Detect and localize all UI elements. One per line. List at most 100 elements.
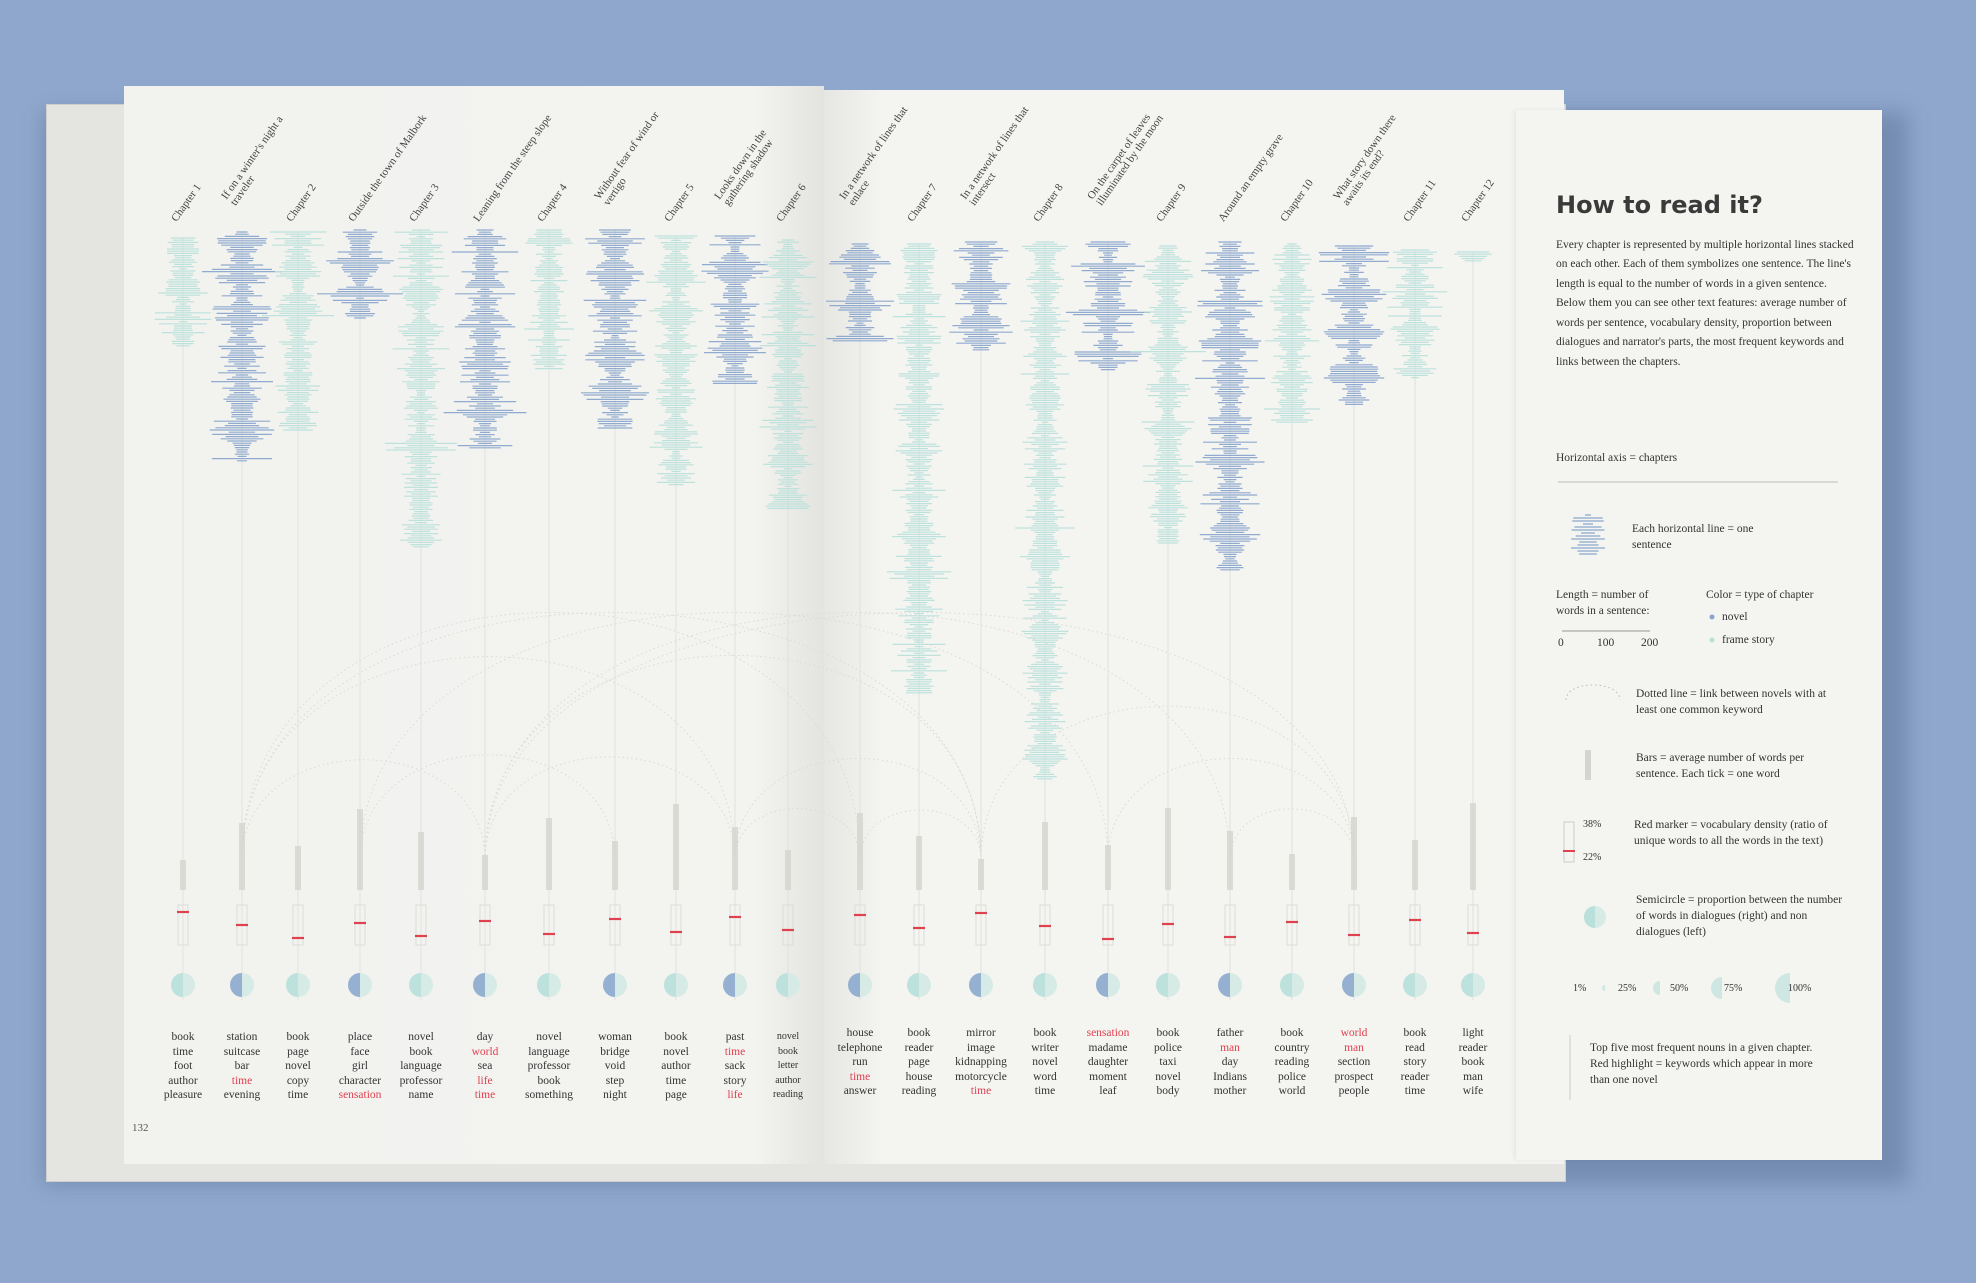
keyword: book [409, 1045, 433, 1058]
keyword: reader [904, 1041, 934, 1054]
keyword: character [338, 1074, 382, 1087]
keyword: man [1463, 1070, 1483, 1083]
density-box [913, 904, 925, 946]
legend-bars: Bars = average number of words per sente… [1636, 752, 1805, 780]
keyword: time [970, 1085, 992, 1097]
semicircle-fill [1342, 973, 1354, 997]
keyword: daughter [1087, 1056, 1129, 1068]
legend-length-tick-200: 200 [1641, 637, 1659, 649]
avg-words-bar [732, 827, 738, 890]
legend-pct-1: 1% [1573, 983, 1587, 994]
keyword: read [1405, 1041, 1425, 1054]
keyword: author [775, 1074, 801, 1086]
density-box [854, 904, 866, 946]
avg-words-bar [1165, 808, 1171, 890]
density-box [609, 904, 621, 946]
keyword: author [661, 1060, 691, 1072]
avg-words-bar [482, 855, 488, 890]
keyword: body [1156, 1085, 1180, 1097]
avg-words-bar [418, 832, 424, 890]
legend-red-hi: 38% [1583, 819, 1602, 830]
keyword-column: place face girl character sensation [315, 1030, 405, 1103]
keyword: copy [286, 1074, 310, 1087]
keyword: time [665, 1074, 687, 1087]
avg-words-bar [612, 841, 618, 890]
keyword: page [908, 1056, 930, 1068]
keyword: language [400, 1060, 442, 1072]
keyword: mirror [966, 1027, 996, 1039]
legend-sentence-sample [1571, 514, 1605, 555]
legend-each-line: Each horizontal line = one sentence [1632, 523, 1754, 551]
legend-red-lo: 22% [1583, 852, 1602, 863]
semicircle-fill [286, 973, 298, 997]
legend-percent-semicircle [1711, 977, 1722, 999]
keyword: suitcase [223, 1045, 261, 1058]
legend-red-marker: Red marker = vocabulary density (ratio o… [1634, 819, 1828, 847]
link-arc [359, 612, 1109, 861]
keyword: book [907, 1027, 931, 1039]
keyword: kidnapping [955, 1056, 1007, 1068]
right-page [1516, 110, 1882, 1160]
keyword-column: house telephone run time answer [815, 1026, 905, 1099]
sentence-lines [646, 235, 706, 486]
sentence-lines [1382, 249, 1448, 379]
keyword: father [1216, 1027, 1244, 1039]
density-box [1224, 904, 1236, 946]
sentence-lines [317, 229, 403, 319]
semicircle-fill [409, 973, 421, 997]
keyword: book [1280, 1027, 1304, 1039]
semicircle-fill [1280, 973, 1292, 997]
density-box [975, 904, 987, 946]
density-box [670, 904, 682, 946]
density-box [479, 904, 491, 946]
semicircle-fill [969, 973, 981, 997]
keyword: sea [477, 1060, 493, 1072]
keyword: prospect [1334, 1070, 1374, 1083]
link-arc [484, 612, 1231, 861]
density-box [782, 904, 794, 946]
link-arc [859, 809, 982, 861]
keyword-column: world man section prospect people [1309, 1026, 1399, 1099]
legend-pct-75: 75% [1724, 983, 1743, 994]
keyword: light [1462, 1027, 1484, 1039]
keyword: Indians [1213, 1070, 1247, 1083]
middle-page [824, 90, 1564, 1164]
sentence-lines [1195, 241, 1265, 571]
sentence-lines [524, 229, 574, 370]
keyword: novel [776, 1031, 800, 1042]
keyword: time [231, 1074, 253, 1087]
legend-dotted-sample [1565, 684, 1621, 701]
legend-color-novel: novel [1722, 611, 1748, 623]
keyword: pleasure [163, 1089, 203, 1101]
legend-semicircle-fill [1584, 906, 1595, 928]
semicircle-fill [1096, 973, 1108, 997]
avg-words-bar [546, 818, 552, 890]
keyword-column: mirror image kidnapping motorcycle time [936, 1026, 1026, 1099]
semicircle-fill [348, 973, 360, 997]
keyword: day [1221, 1056, 1239, 1068]
semicircle-fill [907, 973, 919, 997]
keyword: world [471, 1045, 499, 1058]
legend-color-frame: frame story [1722, 634, 1775, 646]
keyword-column: woman bridge void step night [570, 1030, 660, 1103]
link-arc [980, 705, 1355, 861]
keyword: reading [773, 1089, 803, 1100]
keyword: face [350, 1045, 370, 1058]
sentence-lines [886, 243, 952, 694]
keyword: time [287, 1089, 309, 1101]
density-box [1286, 904, 1298, 946]
keyword: book [1461, 1056, 1485, 1068]
link-arc [1229, 808, 1355, 861]
link-arc [241, 656, 736, 861]
legend-length-tick-0: 0 [1558, 637, 1564, 649]
keyword: time [172, 1045, 194, 1058]
keyword: book [664, 1031, 688, 1043]
keyword-column: book police taxi novel body [1123, 1026, 1213, 1099]
sentence-lines [1264, 243, 1320, 423]
keyword: bar [234, 1060, 250, 1072]
sentence-lines [759, 239, 817, 509]
avg-words-bar [857, 813, 863, 890]
density-box [177, 904, 189, 946]
sentence-lines [701, 235, 769, 384]
keyword-column: light reader book man wife [1428, 1026, 1518, 1099]
